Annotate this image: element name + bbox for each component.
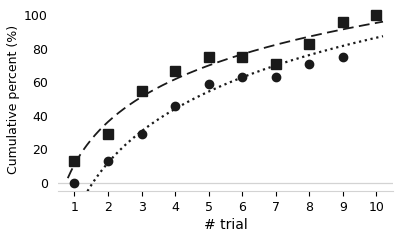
Y-axis label: Cumulative percent (%): Cumulative percent (%) [7,24,20,174]
X-axis label: # trial: # trial [204,218,247,232]
